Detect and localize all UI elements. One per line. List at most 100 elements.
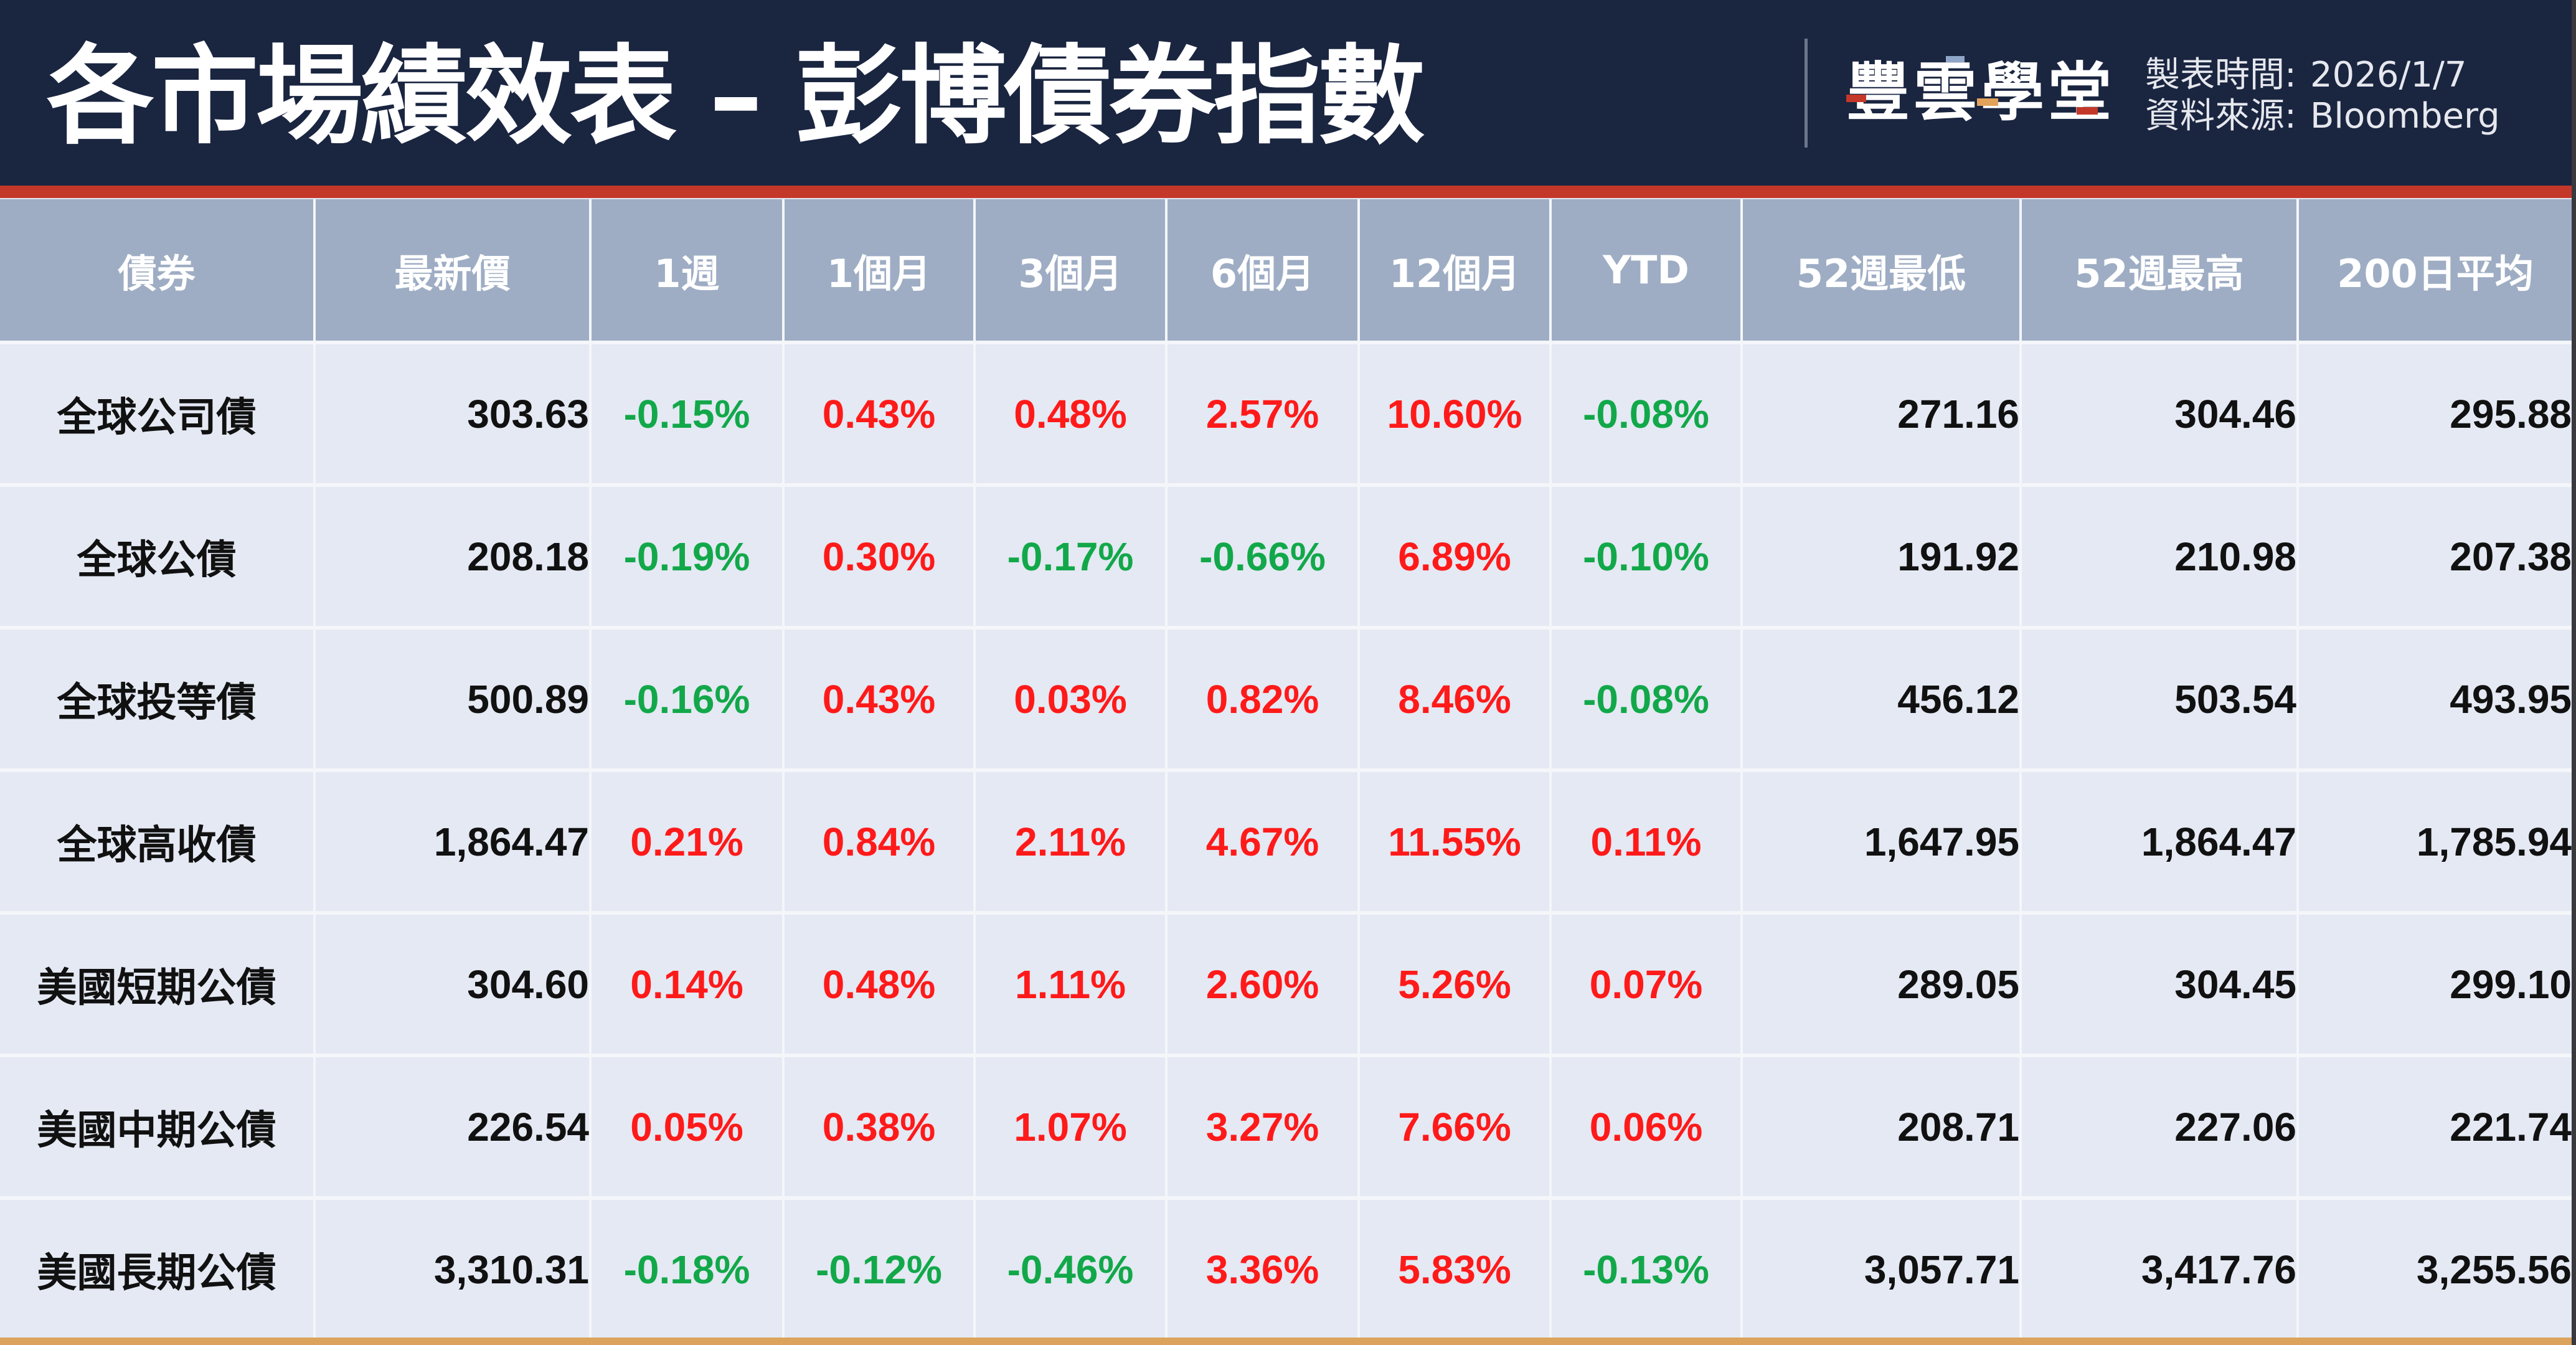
avg200-cell: 1,785.94 <box>2298 770 2572 915</box>
return-ytd-cell: 0.07% <box>1550 913 1743 1057</box>
return-m1-cell: 0.43% <box>783 628 976 772</box>
price-cell: 3,310.31 <box>314 1198 592 1343</box>
brand-logo-text: 豐雲學堂 <box>1846 56 2115 130</box>
bond-name-cell: 全球高收債 <box>0 770 316 915</box>
table-row: 全球高收債 1,864.47 0.21% 0.84% 2.11% 4.67% 11.55% 0… <box>0 770 2572 915</box>
return-m1-cell: -0.12% <box>783 1198 976 1343</box>
high52-cell: 304.45 <box>2021 913 2299 1057</box>
low52-cell: 3,057.71 <box>1742 1198 2022 1343</box>
return-m12-cell: 7.66% <box>1359 1055 1552 1200</box>
return-m12-cell: 5.83% <box>1359 1198 1552 1343</box>
price-cell: 500.89 <box>314 628 592 772</box>
header-col-price: 最新價 <box>314 199 592 344</box>
return-m1-cell: 0.48% <box>783 913 976 1057</box>
return-ytd-cell: -0.08% <box>1550 628 1743 772</box>
logo-accent-blue-icon <box>1946 56 1965 62</box>
table-row: 美國短期公債 304.60 0.14% 0.48% 1.11% 2.60% 5.26% 0.0… <box>0 913 2572 1057</box>
header-col-52w-low: 52週最低 <box>1742 199 2022 344</box>
bond-index-table: 債券 最新價 1週 1個月 3個月 6個月 12個月 YTD 52週最低 52週最高 200日平均 … <box>0 199 2572 1343</box>
return-m3-cell: -0.17% <box>974 485 1168 630</box>
header-col-3m: 3個月 <box>974 199 1168 344</box>
header-col-1m: 1個月 <box>783 199 976 344</box>
avg200-cell: 493.95 <box>2298 628 2572 772</box>
high52-cell: 3,417.76 <box>2021 1198 2299 1343</box>
bond-name-cell: 美國中期公債 <box>0 1055 316 1200</box>
low52-cell: 456.12 <box>1742 628 2022 772</box>
return-m6-cell: 3.36% <box>1166 1198 1360 1343</box>
header-accent-bar <box>0 186 2572 198</box>
meta-date-value: 2026/1/7 <box>2310 55 2467 95</box>
return-m3-cell: 0.48% <box>974 342 1168 487</box>
header-col-12m: 12個月 <box>1359 199 1552 344</box>
return-m3-cell: 1.11% <box>974 913 1168 1057</box>
return-m3-cell: 2.11% <box>974 770 1168 915</box>
return-w1-cell: 0.14% <box>590 913 785 1057</box>
return-m6-cell: 0.82% <box>1166 628 1360 772</box>
bond-name-cell: 美國長期公債 <box>0 1198 316 1343</box>
header-col-200d-avg: 200日平均 <box>2298 199 2572 344</box>
return-m12-cell: 11.55% <box>1359 770 1552 915</box>
bond-name-cell: 美國短期公債 <box>0 913 316 1057</box>
high52-cell: 227.06 <box>2021 1055 2299 1200</box>
high52-cell: 304.46 <box>2021 342 2299 487</box>
return-m1-cell: 0.38% <box>783 1055 976 1200</box>
table-row: 美國中期公債 226.54 0.05% 0.38% 1.07% 3.27% 7.66% 0.0… <box>0 1055 2572 1200</box>
table-row: 全球投等債 500.89 -0.16% 0.43% 0.03% 0.82% 8.46% -0.… <box>0 628 2572 772</box>
return-ytd-cell: -0.08% <box>1550 342 1743 487</box>
return-m12-cell: 5.26% <box>1359 913 1552 1057</box>
meta-source-label: 資料來源: <box>2145 96 2296 136</box>
price-cell: 303.63 <box>314 342 592 487</box>
footer-accent-line <box>0 1338 2572 1345</box>
return-ytd-cell: -0.13% <box>1550 1198 1743 1343</box>
logo-accent-orange-icon <box>1977 98 1998 106</box>
return-m1-cell: 0.30% <box>783 485 976 630</box>
return-ytd-cell: 0.11% <box>1550 770 1743 915</box>
low52-cell: 271.16 <box>1742 342 2022 487</box>
return-m12-cell: 8.46% <box>1359 628 1552 772</box>
avg200-cell: 3,255.56 <box>2298 1198 2572 1343</box>
header-banner: 各市場績效表 – 彭博債券指數 豐雲學堂 製表時間: 2026/1/7 資料來源:… <box>0 0 2572 187</box>
price-cell: 1,864.47 <box>314 770 592 915</box>
return-m1-cell: 0.84% <box>783 770 976 915</box>
header-col-bond: 債券 <box>0 199 316 344</box>
return-w1-cell: -0.18% <box>590 1198 785 1343</box>
return-ytd-cell: -0.10% <box>1550 485 1743 630</box>
return-m6-cell: 3.27% <box>1166 1055 1360 1200</box>
bond-name-cell: 全球投等債 <box>0 628 316 772</box>
high52-cell: 210.98 <box>2021 485 2299 630</box>
price-cell: 208.18 <box>314 485 592 630</box>
header-col-6m: 6個月 <box>1166 199 1360 344</box>
return-m3-cell: 1.07% <box>974 1055 1168 1200</box>
bond-name-cell: 全球公債 <box>0 485 316 630</box>
bond-name-cell: 全球公司債 <box>0 342 316 487</box>
return-m12-cell: 6.89% <box>1359 485 1552 630</box>
meta-date: 製表時間: 2026/1/7 <box>2145 55 2500 96</box>
avg200-cell: 207.38 <box>2298 485 2572 630</box>
return-w1-cell: -0.16% <box>590 628 785 772</box>
return-w1-cell: 0.05% <box>590 1055 785 1200</box>
avg200-cell: 221.74 <box>2298 1055 2572 1200</box>
table-row: 美國長期公債 3,310.31 -0.18% -0.12% -0.46% 3.36% 5.8… <box>0 1198 2572 1343</box>
page-title: 各市場績效表 – 彭博債券指數 <box>47 34 1425 159</box>
header-col-1w: 1週 <box>590 199 785 344</box>
meta-source-value: Bloomberg <box>2310 96 2500 136</box>
price-cell: 304.60 <box>314 913 592 1057</box>
header-divider <box>1805 39 1808 148</box>
logo-accent-red-icon <box>1846 95 1866 102</box>
return-m3-cell: 0.03% <box>974 628 1168 772</box>
return-m6-cell: 4.67% <box>1166 770 1360 915</box>
table-row: 全球公司債 303.63 -0.15% 0.43% 0.48% 2.57% 10.60% -0… <box>0 342 2572 487</box>
return-m3-cell: -0.46% <box>974 1198 1168 1343</box>
low52-cell: 191.92 <box>1742 485 2022 630</box>
return-m6-cell: 2.57% <box>1166 342 1360 487</box>
return-m6-cell: -0.66% <box>1166 485 1360 630</box>
avg200-cell: 299.10 <box>2298 913 2572 1057</box>
return-w1-cell: -0.15% <box>590 342 785 487</box>
table-header-row: 債券 最新價 1週 1個月 3個月 6個月 12個月 YTD 52週最低 52週最高 200日平均 <box>0 199 2572 344</box>
high52-cell: 503.54 <box>2021 628 2299 772</box>
return-ytd-cell: 0.06% <box>1550 1055 1743 1200</box>
logo-accent-red2-icon <box>2077 107 2098 115</box>
low52-cell: 1,647.95 <box>1742 770 2022 915</box>
header-col-ytd: YTD <box>1550 199 1743 344</box>
header-col-52w-high: 52週最高 <box>2021 199 2299 344</box>
